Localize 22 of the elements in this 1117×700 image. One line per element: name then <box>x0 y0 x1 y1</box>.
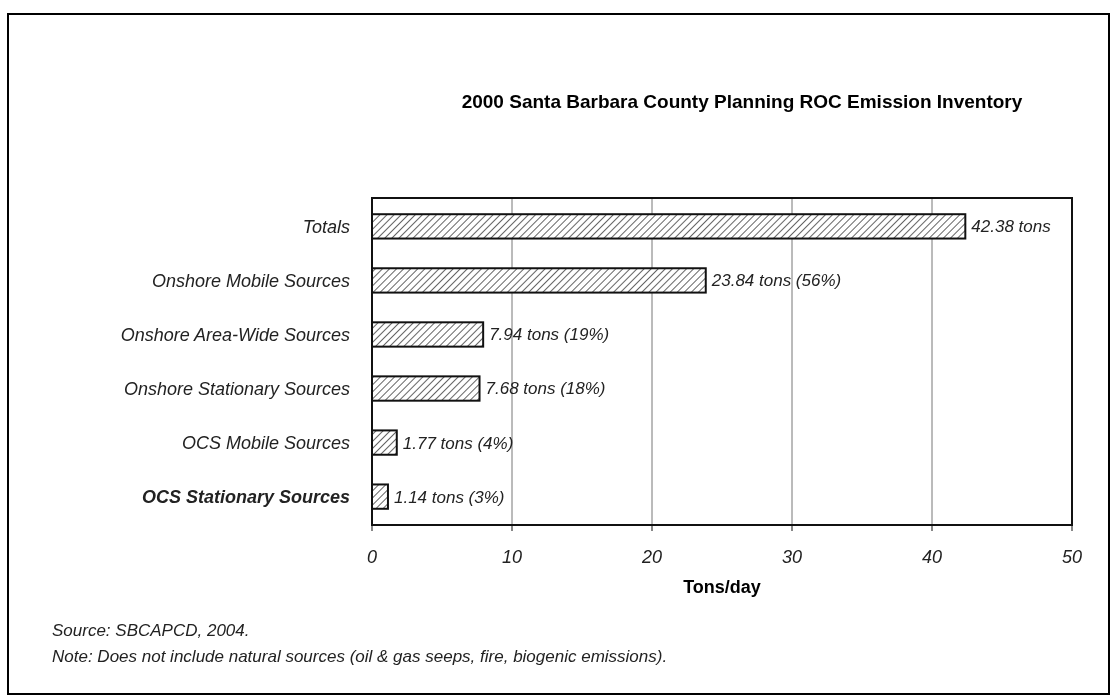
x-tick-label: 40 <box>921 547 943 567</box>
data-label: 1.14 tons (3%) <box>393 487 505 507</box>
data-label: 7.94 tons (19%) <box>489 325 610 345</box>
data-label: 7.68 tons (18%) <box>485 379 606 399</box>
x-tick-label: 0 <box>366 547 378 567</box>
y-tick-label: OCS Stationary Sources <box>141 486 350 507</box>
x-tick-label: 20 <box>640 547 663 567</box>
y-tick-label: OCS Mobile Sources <box>181 432 350 453</box>
y-tick-label: Onshore Mobile Sources <box>151 270 350 291</box>
data-label: 1.77 tons (4%) <box>402 433 514 453</box>
y-tick-label: Onshore Stationary Sources <box>123 378 350 399</box>
source-note: Source: SBCAPCD, 2004. <box>52 621 250 640</box>
y-tick-label: Totals <box>302 216 350 237</box>
x-axis-title: Tons/day <box>683 577 761 597</box>
data-label: 42.38 tons <box>971 217 1052 237</box>
chart-title: 2000 Santa Barbara County Planning ROC Emission Inventory <box>461 91 1023 112</box>
x-tick-label: 50 <box>1061 547 1083 567</box>
data-label: 23.84 tons (56%) <box>710 271 842 291</box>
y-tick-label: Onshore Area-Wide Sources <box>120 324 350 345</box>
x-tick-label: 30 <box>781 547 803 567</box>
text: Note: Does not include natural sources (oil & gas seeps, fire, biogenic emissions). <box>52 647 668 666</box>
x-tick-label: 10 <box>501 547 523 567</box>
